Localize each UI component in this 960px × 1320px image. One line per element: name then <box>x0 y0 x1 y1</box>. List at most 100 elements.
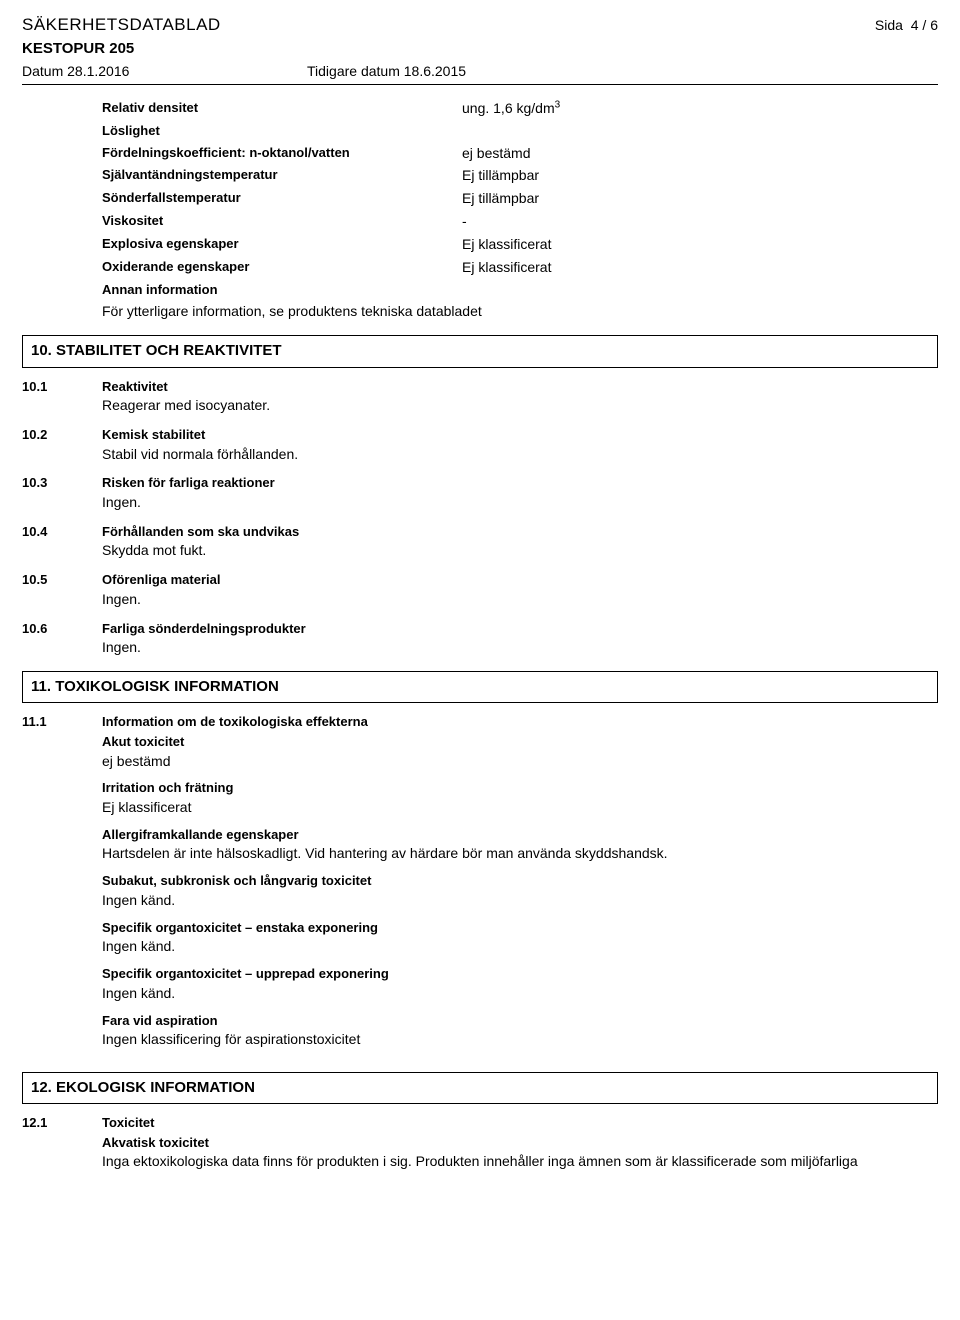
section-item: 10.2 Kemisk stabilitet Stabil vid normal… <box>22 426 938 463</box>
sub-text: Ingen klassificering för aspirationstoxi… <box>102 1030 938 1049</box>
section-title: 12. EKOLOGISK INFORMATION <box>31 1078 929 1098</box>
section-item: 12.1 Toxicitet Akvatisk toxicitet Inga e… <box>22 1114 938 1180</box>
item-number: 10.2 <box>22 426 102 463</box>
item-text: Reagerar med isocyanater. <box>102 396 938 415</box>
date-current: Datum 28.1.2016 <box>22 62 307 81</box>
product-name: KESTOPUR 205 <box>22 39 938 59</box>
property-value: Ej klassificerat <box>462 258 551 277</box>
sub-block: Akut toxicitet ej bestämd <box>102 733 938 770</box>
section-title: 11. TOXIKOLOGISK INFORMATION <box>31 677 929 697</box>
sub-title: Irritation och frätning <box>102 779 938 797</box>
property-row: Annan information <box>102 281 938 299</box>
sub-title: Specifik organtoxicitet – enstaka expone… <box>102 919 938 937</box>
item-number: 12.1 <box>22 1114 102 1180</box>
sub-title: Fara vid aspiration <box>102 1012 938 1030</box>
sub-text: Ingen känd. <box>102 891 938 910</box>
property-label: Löslighet <box>102 122 462 140</box>
sub-text: ej bestämd <box>102 752 938 771</box>
item-title: Kemisk stabilitet <box>102 426 938 444</box>
property-row: Fördelningskoefficient: n-oktanol/vatten… <box>102 144 938 163</box>
property-value: ej bestämd <box>462 144 530 163</box>
sub-block: Subakut, subkronisk och långvarig toxici… <box>102 872 938 909</box>
date-previous: Tidigare datum 18.6.2015 <box>307 62 466 81</box>
property-row: Viskositet - <box>102 212 938 231</box>
item-number: 10.3 <box>22 474 102 511</box>
prev-date-value: 18.6.2015 <box>404 63 466 79</box>
section-title: 10. STABILITET OCH REAKTIVITET <box>31 341 929 361</box>
page-indicator: Sida 4 / 6 <box>875 16 938 35</box>
document-header: SÄKERHETSDATABLAD Sida 4 / 6 KESTOPUR 20… <box>22 14 938 85</box>
sub-text: Ingen känd. <box>102 937 938 956</box>
date-value: 28.1.2016 <box>67 63 129 79</box>
sub-title: Allergiframkallande egenskaper <box>102 826 938 844</box>
property-label: Relativ densitet <box>102 99 462 118</box>
item-number: 10.4 <box>22 523 102 560</box>
section-item: 11.1 Information om de toxikologiska eff… <box>22 713 938 1058</box>
sub-block: Fara vid aspiration Ingen klassificering… <box>102 1012 938 1049</box>
property-label: Explosiva egenskaper <box>102 235 462 254</box>
item-title: Farliga sönderdelningsprodukter <box>102 620 938 638</box>
item-title: Förhållanden som ska undvikas <box>102 523 938 541</box>
sub-block: Akvatisk toxicitet Inga ektoxikologiska … <box>102 1134 938 1171</box>
sub-block: Specifik organtoxicitet – enstaka expone… <box>102 919 938 956</box>
sub-text: Hartsdelen är inte hälsoskadligt. Vid ha… <box>102 844 938 863</box>
item-text: Ingen. <box>102 638 938 657</box>
item-title: Oförenliga material <box>102 571 938 589</box>
properties-footnote: För ytterligare information, se produkte… <box>102 302 938 321</box>
sub-text: Inga ektoxikologiska data finns för prod… <box>102 1152 938 1171</box>
properties-table: Relativ densitet ung. 1,6 kg/dm3 Lösligh… <box>102 99 938 298</box>
sub-title: Akvatisk toxicitet <box>102 1134 938 1152</box>
item-number: 11.1 <box>22 713 102 1058</box>
item-number: 10.1 <box>22 378 102 415</box>
property-row: Självantändningstemperatur Ej tillämpbar <box>102 166 938 185</box>
property-row: Relativ densitet ung. 1,6 kg/dm3 <box>102 99 938 118</box>
property-value: - <box>462 212 467 231</box>
section-header-11: 11. TOXIKOLOGISK INFORMATION <box>22 671 938 703</box>
page-label: Sida <box>875 17 903 33</box>
property-label: Viskositet <box>102 212 462 231</box>
sub-block: Irritation och frätning Ej klassificerat <box>102 779 938 816</box>
property-label: Sönderfallstemperatur <box>102 189 462 208</box>
item-title: Information om de toxikologiska effekter… <box>102 713 938 731</box>
property-value: ung. 1,6 kg/dm3 <box>462 99 560 118</box>
item-title: Reaktivitet <box>102 378 938 396</box>
property-row: Oxiderande egenskaper Ej klassificerat <box>102 258 938 277</box>
item-text: Stabil vid normala förhållanden. <box>102 445 938 464</box>
item-number: 10.5 <box>22 571 102 608</box>
prev-date-label: Tidigare datum <box>307 63 400 79</box>
item-number: 10.6 <box>22 620 102 657</box>
property-value: Ej tillämpbar <box>462 189 539 208</box>
page-sep: / <box>922 17 926 33</box>
sub-title: Specifik organtoxicitet – upprepad expon… <box>102 965 938 983</box>
section-item: 10.3 Risken för farliga reaktioner Ingen… <box>22 474 938 511</box>
section-item: 10.5 Oförenliga material Ingen. <box>22 571 938 608</box>
page-current: 4 <box>911 17 919 33</box>
sub-block: Allergiframkallande egenskaper Hartsdele… <box>102 826 938 863</box>
property-label: Annan information <box>102 281 462 299</box>
sub-title: Akut toxicitet <box>102 733 938 751</box>
item-text: Skydda mot fukt. <box>102 541 938 560</box>
property-label: Fördelningskoefficient: n-oktanol/vatten <box>102 144 462 163</box>
item-title: Risken för farliga reaktioner <box>102 474 938 492</box>
section-item: 10.4 Förhållanden som ska undvikas Skydd… <box>22 523 938 560</box>
section-item: 10.6 Farliga sönderdelningsprodukter Ing… <box>22 620 938 657</box>
doc-title: SÄKERHETSDATABLAD <box>22 14 221 37</box>
property-row: Sönderfallstemperatur Ej tillämpbar <box>102 189 938 208</box>
property-row: Explosiva egenskaper Ej klassificerat <box>102 235 938 254</box>
property-row: Löslighet <box>102 122 938 140</box>
property-value: Ej tillämpbar <box>462 166 539 185</box>
header-rule <box>22 84 938 85</box>
sub-text: Ingen känd. <box>102 984 938 1003</box>
sub-title: Subakut, subkronisk och långvarig toxici… <box>102 872 938 890</box>
item-text: Ingen. <box>102 590 938 609</box>
property-label: Oxiderande egenskaper <box>102 258 462 277</box>
sub-text: Ej klassificerat <box>102 798 938 817</box>
item-title: Toxicitet <box>102 1114 938 1132</box>
property-label: Självantändningstemperatur <box>102 166 462 185</box>
page-total: 6 <box>930 17 938 33</box>
section-header-10: 10. STABILITET OCH REAKTIVITET <box>22 335 938 367</box>
item-text: Ingen. <box>102 493 938 512</box>
property-value: Ej klassificerat <box>462 235 551 254</box>
sub-block: Specifik organtoxicitet – upprepad expon… <box>102 965 938 1002</box>
date-label: Datum <box>22 63 63 79</box>
